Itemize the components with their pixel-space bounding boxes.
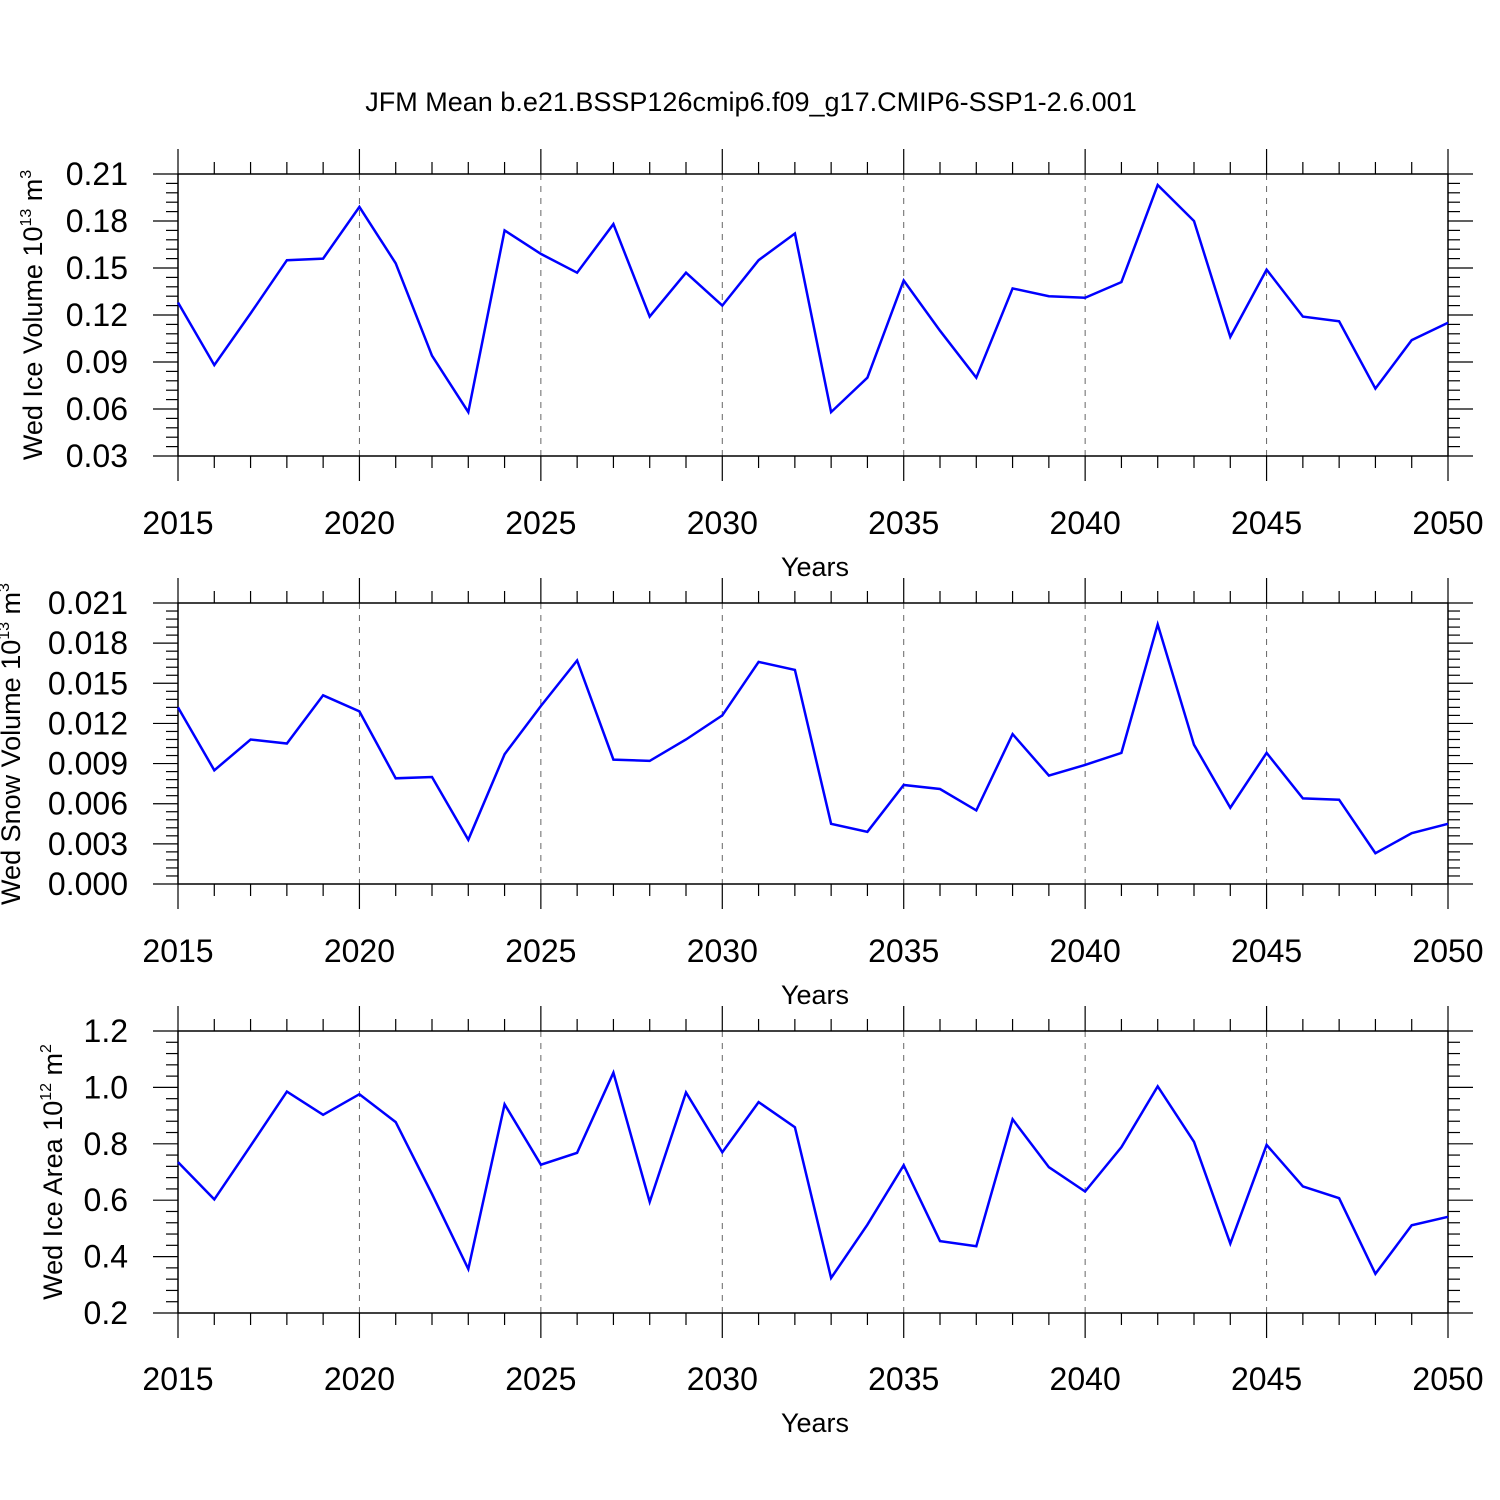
series-line [176,619,1449,855]
y-tick-label: 0.003 [48,826,128,862]
y-tick-label: 0.009 [48,746,128,782]
y-tick-label: 0.21 [66,156,128,192]
x-tick-label: 2015 [142,1361,213,1397]
y-tick-label: 1.2 [84,1013,128,1049]
x-tick-label: 2045 [1231,933,1302,969]
x-tick-label: 2050 [1412,1361,1483,1397]
y-axis-label-exponent: 12 [38,1083,55,1101]
panel-3: 0.2 0.4 0.6 0.8 1.0 1.2 2015 2020 2025 2030 2035 20… [38,1006,1484,1438]
y-tick-label: 0.12 [66,297,128,333]
y-axis-label: Wed Ice Volume 1013 m3 [18,170,48,460]
panels: 0.03 0.06 0.09 0.12 0.15 0.18 0.21 2015 2020 2025… [0,149,1484,1438]
y-tick-label: 0.012 [48,705,128,741]
y-tick-label: 0.03 [66,438,128,474]
y-tick-label: 0.6 [84,1182,128,1218]
x-tick-label: 2025 [505,933,576,969]
panel-2: 0.000 0.003 0.006 0.009 0.012 0.015 0.018 0.021… [0,578,1484,1010]
x-tick-label: 2020 [324,1361,395,1397]
x-tick-label: 2030 [687,933,758,969]
y-tick-label: 0.15 [66,250,128,286]
x-tick-label: 2040 [1050,933,1121,969]
x-tick-label: 2035 [868,933,939,969]
y-axis-label-unit: m [0,592,26,622]
x-axis-label: Years [781,980,849,1010]
x-tick-label: 2045 [1231,505,1302,541]
y-axis-label-exponent: 13 [0,622,13,640]
y-tick-label: 1.0 [84,1069,128,1105]
y-tick-label: 0.006 [48,786,128,822]
y-axis-label-unit-exponent: 2 [38,1044,55,1053]
panel-1: 0.03 0.06 0.09 0.12 0.15 0.18 0.21 2015 2020 2025… [18,149,1484,582]
x-tick-label: 2025 [505,505,576,541]
y-axis-label-text: Wed Snow Volume 10 [0,640,26,905]
x-tick-label: 2020 [324,505,395,541]
y-tick-label: 0.18 [66,203,128,239]
y-tick-label: 0.4 [84,1239,128,1275]
y-axis-label-unit-exponent: 3 [0,583,13,592]
y-tick-label: 0.09 [66,344,128,380]
x-tick-label: 2040 [1050,505,1121,541]
x-axis-label: Years [781,552,849,582]
series-line [176,182,1449,416]
series-line [177,1069,1449,1282]
x-tick-label: 2045 [1231,1361,1302,1397]
x-tick-label: 2040 [1050,1361,1121,1397]
x-tick-label: 2035 [868,1361,939,1397]
x-tick-label: 2050 [1412,505,1483,541]
y-tick-label: 0.018 [48,625,128,661]
y-axis-label-unit: m [18,179,48,209]
x-tick-label: 2050 [1412,933,1483,969]
y-tick-label: 0.8 [84,1126,128,1162]
x-tick-label: 2030 [687,505,758,541]
x-tick-label: 2015 [142,505,213,541]
y-tick-label: 0.06 [66,391,128,427]
y-tick-label: 0.015 [48,665,128,701]
y-axis-label: Wed Snow Volume 1013 m3 [0,583,26,905]
y-tick-label: 0.021 [48,585,128,621]
x-tick-label: 2025 [505,1361,576,1397]
x-axis-label: Years [781,1408,849,1438]
chart-title: JFM Mean b.e21.BSSP126cmip6.f09_g17.CMIP… [365,87,1136,117]
y-tick-label: 0.2 [84,1295,128,1331]
y-axis-label-text: Wed Ice Area 10 [38,1101,68,1300]
x-tick-label: 2015 [142,933,213,969]
y-axis-label-exponent: 13 [18,209,35,227]
x-tick-label: 2020 [324,933,395,969]
y-axis-label: Wed Ice Area 1012 m2 [38,1044,68,1300]
x-tick-label: 2030 [687,1361,758,1397]
y-axis-label-text: Wed Ice Volume 10 [18,227,48,461]
y-axis-label-unit: m [38,1053,68,1083]
y-tick-label: 0.000 [48,866,128,902]
y-axis-label-unit-exponent: 3 [18,170,35,179]
x-tick-label: 2035 [868,505,939,541]
